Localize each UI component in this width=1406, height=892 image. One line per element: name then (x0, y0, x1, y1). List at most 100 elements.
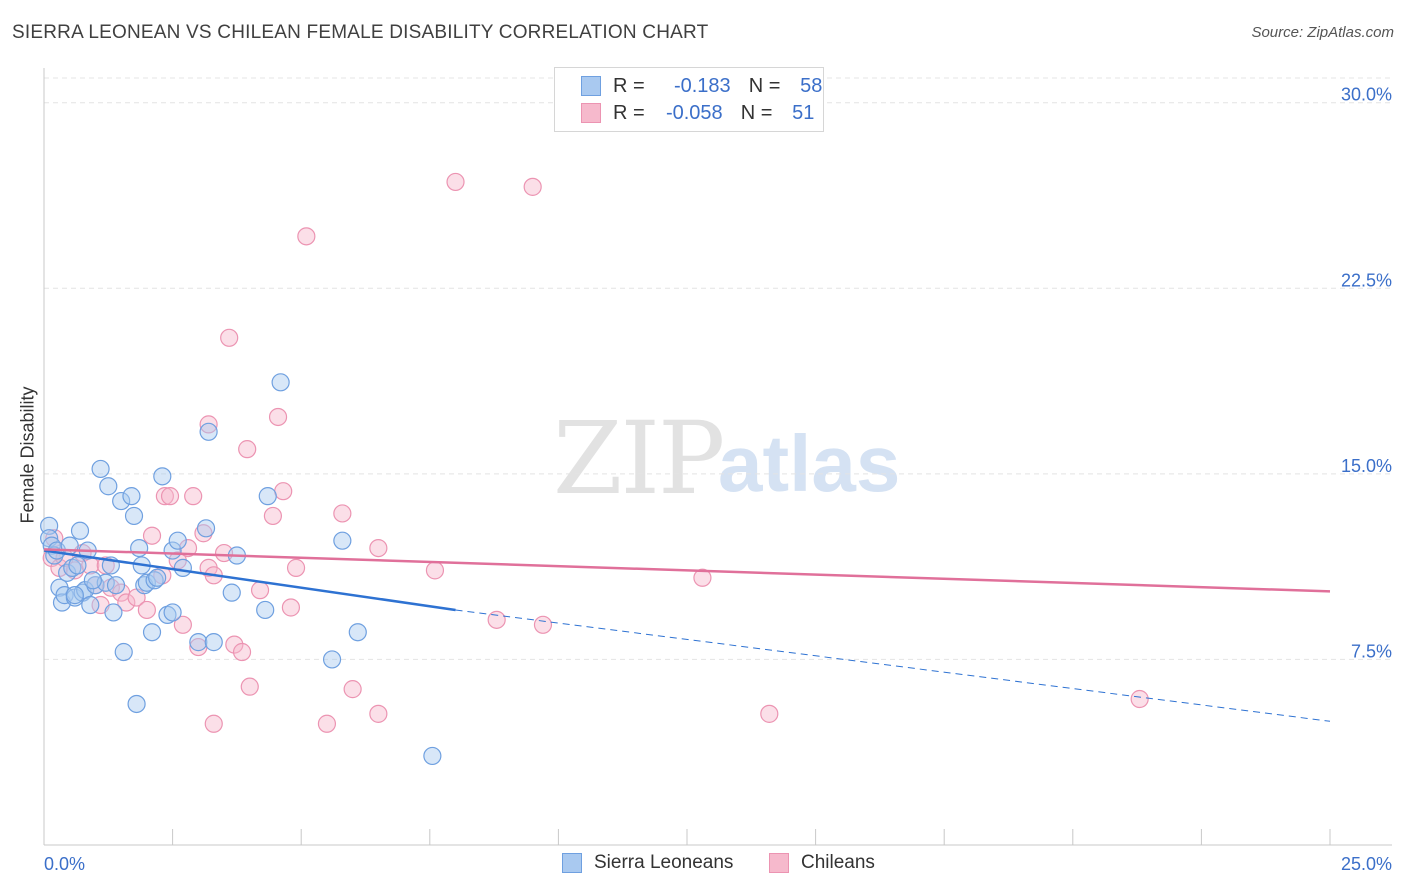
chilean-point (173, 615, 192, 634)
sierra-leonean-point (322, 650, 342, 669)
chilean-point (238, 440, 257, 459)
source-label: Source: ZipAtlas.com (1251, 24, 1394, 41)
chilean-point (225, 635, 244, 654)
legend-swatch-blue (581, 76, 601, 96)
chart-title: SIERRA LEONEAN VS CHILEAN FEMALE DISABIL… (12, 22, 709, 43)
watermark-atlas: atlas (718, 419, 901, 508)
chilean-point (760, 704, 779, 723)
chilean-point (142, 526, 162, 545)
sierra-leonean-point (423, 746, 442, 766)
sierra-leonean-point (145, 571, 164, 590)
chilean-point (184, 487, 203, 506)
chilean-point (297, 227, 316, 246)
sierra-leonean-point (65, 586, 84, 605)
chilean-point (220, 328, 239, 347)
chilean-point (446, 172, 465, 192)
sierra-leonean-point (204, 633, 223, 652)
y-tick-label: 15.0% (1341, 456, 1392, 476)
tick-labels: 7.5% 15.0% 22.5% 30.0% 0.0% 25.0% (44, 85, 1392, 874)
legend-box: R = -0.183 N = 58 R = -0.058 N = 51 (554, 67, 824, 132)
legend-n-value: 58 (800, 74, 823, 97)
sierra-leonean-point (99, 477, 118, 496)
y-tick-label: 7.5% (1351, 641, 1392, 661)
sierra-leonean-point (104, 603, 123, 622)
chilean-point (369, 538, 388, 558)
legend-r-value: -0.183 (673, 74, 731, 97)
sierra-leonean-point (196, 519, 216, 538)
sierra-leonean-point (124, 506, 144, 526)
chilean-point (369, 704, 388, 723)
chilean-point (204, 714, 223, 733)
chilean-point (160, 487, 180, 506)
watermark-zip: ZIP (553, 400, 725, 517)
chilean-point (333, 504, 352, 523)
chilean-point (533, 615, 553, 634)
chilean-point (117, 593, 136, 612)
bottom-legend-chileans: Chileans (769, 852, 875, 874)
chilean-point (317, 714, 337, 733)
sierra-leonean-point (70, 521, 90, 540)
chilean-point (137, 600, 156, 620)
chilean-point (178, 538, 198, 558)
legend-r-value: -0.058 (665, 101, 723, 124)
sierra-leonean-point (40, 516, 59, 535)
sierra-leonean-point (142, 623, 162, 642)
trend-lines (43, 548, 1331, 722)
sierra-leonean-point (91, 459, 110, 479)
bottom-legend-label: Chileans (801, 852, 875, 873)
sierra-leonean-point (68, 556, 87, 575)
y-tick-label: 22.5% (1341, 270, 1392, 290)
sierra-leonean-point (173, 558, 192, 577)
sierra-leonean-point (153, 467, 172, 486)
x-tick-label-max: 25.0% (1341, 854, 1392, 874)
chilean-point (274, 482, 293, 501)
sierra-leonean-point (348, 623, 367, 642)
bottom-legend-sierra-leoneans: Sierra Leoneans (562, 852, 733, 874)
legend-r-label: R = (613, 101, 645, 124)
sierra-leonean-point (189, 633, 208, 652)
sierra-leonean-point (112, 491, 131, 511)
chilean-point (155, 487, 174, 506)
sierra-leonean-point (256, 600, 275, 620)
chilean-point (523, 177, 542, 196)
chilean-point (194, 524, 213, 543)
y-axis-label: Female Disability (17, 386, 38, 524)
legend-n-value: 51 (792, 101, 815, 124)
chilean-point (343, 680, 362, 699)
chilean-point (232, 642, 252, 662)
sierra-leonean-point (222, 583, 241, 602)
bottom-legend-label: Sierra Leoneans (594, 852, 734, 873)
chilean-point (199, 415, 218, 434)
sierra-leonean-point (168, 531, 187, 550)
sierra-leonean-point (83, 571, 102, 590)
chilean-point (250, 581, 270, 600)
chilean-point (487, 610, 506, 629)
axis-layer (43, 68, 1392, 846)
sierra-leonean-point (122, 487, 141, 506)
legend-swatch-pink (581, 103, 601, 123)
bottom-legend-swatch-blue (562, 853, 582, 873)
sierra-leonean-point (271, 373, 290, 392)
chilean-point (263, 506, 283, 526)
sierra-leoneans-points (40, 373, 442, 766)
sierra-leonean-point (127, 694, 146, 714)
sierra-leonean-point (81, 595, 100, 615)
chilean-point (425, 561, 445, 580)
sierra-leonean-point (199, 422, 218, 441)
sierra-leonean-point (106, 576, 126, 595)
chilean-point (268, 407, 288, 427)
sierra-leonean-point (148, 568, 167, 587)
chileans-trend-line (43, 548, 1331, 593)
sierra-leoneans-trend-line (43, 549, 456, 612)
chilean-point (1130, 689, 1149, 709)
legend-row-sierra-leoneans: R = -0.183 N = 58 (581, 74, 822, 98)
chilean-point (286, 558, 306, 577)
legend-row-chileans: R = -0.058 N = 51 (581, 101, 814, 125)
chilean-point (240, 677, 259, 696)
legend-n-label: N = (740, 101, 773, 124)
sierra-leonean-point (333, 531, 352, 550)
legend-n-label: N = (748, 74, 781, 97)
chilean-point (281, 598, 301, 617)
sierra-leonean-point (258, 487, 277, 506)
sierra-leonean-point (114, 642, 133, 662)
